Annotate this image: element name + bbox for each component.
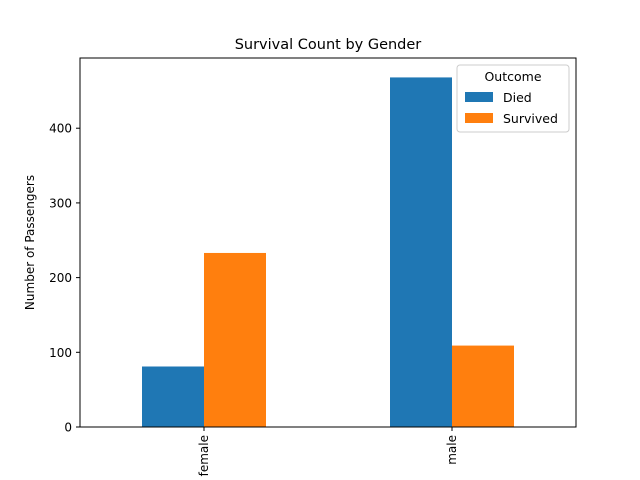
bars-group: [142, 77, 514, 427]
y-axis-label: Number of Passengers: [23, 175, 37, 310]
x-axis: female male: [197, 427, 459, 476]
y-tick-label: 200: [49, 271, 72, 285]
bar-male-survived: [452, 345, 514, 427]
legend-swatch-survived: [465, 113, 493, 123]
bar-male-died: [390, 77, 452, 427]
y-tick-label: 0: [64, 421, 72, 435]
legend-label-survived: Survived: [503, 111, 558, 126]
legend-title: Outcome: [484, 69, 541, 84]
y-tick-label: 300: [49, 196, 72, 210]
legend-label-died: Died: [503, 90, 532, 105]
y-tick-label: 100: [49, 346, 72, 360]
legend: Outcome Died Survived: [456, 64, 570, 133]
chart-title: Survival Count by Gender: [235, 37, 422, 53]
y-tick-label: 400: [49, 122, 72, 136]
bar-female-died: [142, 366, 204, 427]
legend-swatch-died: [465, 92, 493, 102]
plot-frame: [79, 57, 577, 428]
x-tick-label-male: male: [445, 435, 459, 465]
x-tick-label-female: female: [197, 435, 211, 476]
y-axis: 0 100 200 300 400: [49, 122, 80, 435]
bar-female-survived: [204, 252, 266, 427]
